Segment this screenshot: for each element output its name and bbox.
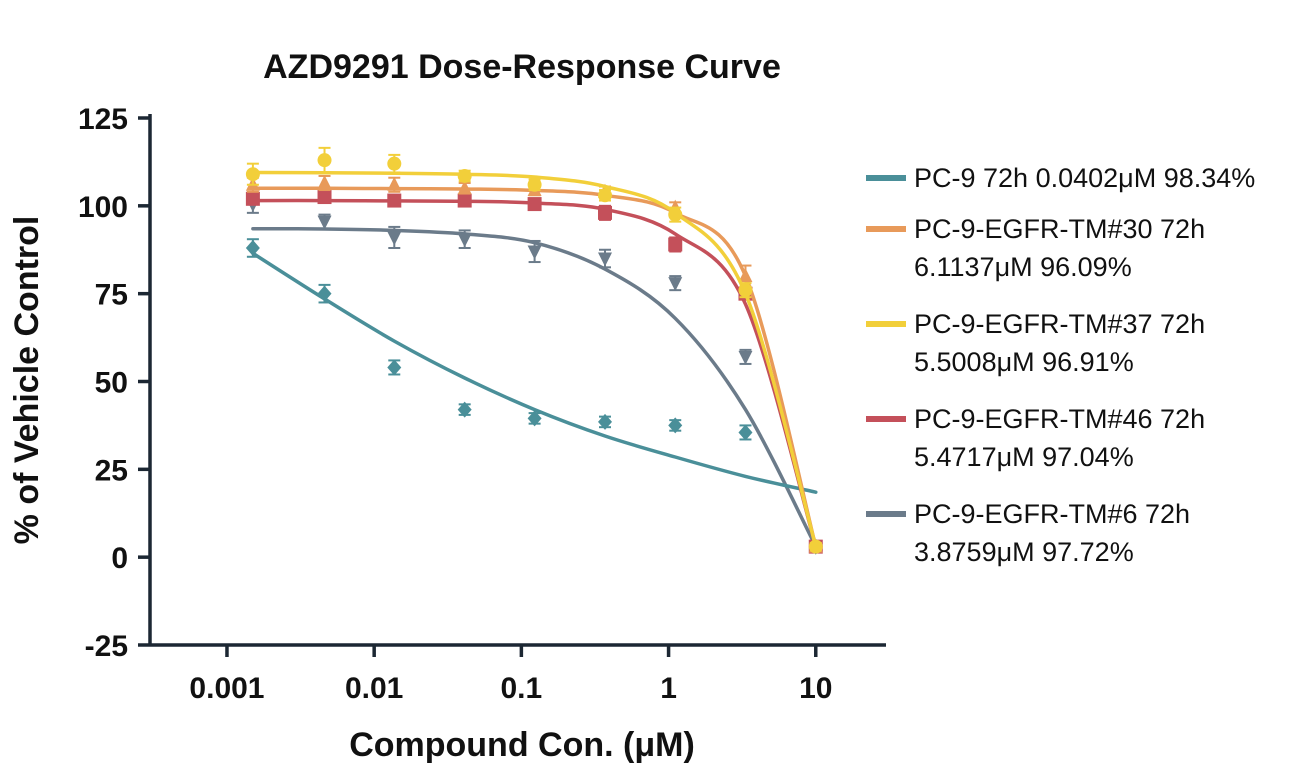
data-point-pc-9-egfr-tm-46 [598, 205, 613, 220]
data-point-pc-9-egfr-tm-30 [387, 176, 402, 191]
y-tick-label: 0 [111, 542, 128, 575]
data-point-pc-9-egfr-tm-30 [317, 174, 332, 189]
curve-pc-9-egfr-tm-6 [251, 226, 818, 549]
data-point-pc-9-egfr-tm-6 [668, 277, 683, 292]
data-point-pc-9-egfr-tm-37 [387, 156, 402, 171]
legend-label-pc-9-egfr-tm-37: 5.5008μM 96.91% [914, 347, 1134, 377]
data-point-pc-9 [245, 239, 260, 256]
data-point-pc-9-egfr-tm-37 [668, 207, 683, 222]
x-tick-label: 1 [660, 672, 677, 705]
curve-pc-9 [251, 251, 818, 494]
x-tick-label: 10 [799, 672, 832, 705]
data-point-pc-9-egfr-tm-46 [668, 237, 683, 252]
data-point-pc-9-egfr-tm-46 [457, 193, 472, 208]
legend-label-pc-9-egfr-tm-30: 6.1137μM 96.09% [914, 252, 1132, 282]
legend-label-pc-9-egfr-tm-6: 3.8759μM 97.72% [914, 537, 1134, 567]
data-point-pc-9-egfr-tm-46 [317, 190, 332, 205]
data-point-pc-9-egfr-tm-37 [457, 168, 472, 183]
data-point-pc-9 [387, 359, 402, 376]
y-axis-label: % of Vehicle Control [8, 216, 46, 545]
y-tick-label: 125 [78, 103, 128, 136]
data-point-pc-9 [598, 413, 613, 430]
data-point-pc-9 [317, 285, 332, 302]
plot-area: 125 100 75 50 25 0 -25 0.001 0.01 0.1 1 10 [78, 103, 886, 705]
x-tick-label: 0.001 [189, 672, 264, 705]
data-point-pc-9-egfr-tm-6 [738, 350, 753, 365]
legend-label-pc-9-egfr-tm-46: 5.4717μM 97.04% [914, 442, 1134, 472]
legend-label-pc-9-egfr-tm-30: PC-9-EGFR-TM#30 72h [914, 214, 1205, 244]
curve-pc-9-egfr-tm-30 [251, 186, 818, 549]
data-point-pc-9-egfr-tm-6 [598, 252, 613, 267]
data-point-pc-9-egfr-tm-6 [457, 233, 472, 248]
x-axis-label: Compound Con. (μM) [349, 726, 695, 764]
legend-label-pc-9: PC-9 72h 0.0402μM 98.34% [914, 163, 1255, 193]
data-point-pc-9 [457, 401, 472, 418]
y-tick-label: 50 [95, 367, 128, 400]
legend-label-pc-9-egfr-tm-46: PC-9-EGFR-TM#46 72h [914, 404, 1205, 434]
data-point-pc-9-egfr-tm-30 [738, 268, 753, 283]
data-point-pc-9-egfr-tm-37 [738, 283, 753, 298]
y-tick-label: 100 [78, 191, 128, 224]
data-point-pc-9 [527, 410, 542, 427]
data-point-pc-9-egfr-tm-37 [808, 539, 823, 554]
curve-pc-9-egfr-tm-37 [251, 170, 818, 549]
data-point-pc-9-egfr-tm-37 [527, 177, 542, 192]
data-point-pc-9-egfr-tm-37 [317, 153, 332, 168]
x-tick-label: 0.01 [345, 672, 403, 705]
data-point-pc-9 [668, 417, 683, 434]
data-point-pc-9-egfr-tm-37 [245, 167, 260, 182]
y-tick-label: -25 [85, 630, 128, 663]
data-point-pc-9-egfr-tm-30 [457, 180, 472, 195]
data-point-pc-9-egfr-tm-6 [317, 215, 332, 230]
y-tick-label: 25 [95, 454, 128, 487]
x-tick-label: 0.1 [501, 672, 543, 705]
chart-title: AZD9291 Dose-Response Curve [263, 48, 781, 86]
legend-label-pc-9-egfr-tm-37: PC-9-EGFR-TM#37 72h [914, 309, 1205, 339]
data-point-pc-9-egfr-tm-46 [387, 193, 402, 208]
data-point-pc-9-egfr-tm-46 [245, 191, 260, 206]
data-point-pc-9-egfr-tm-46 [527, 197, 542, 212]
data-point-pc-9 [738, 424, 753, 441]
data-point-pc-9-egfr-tm-6 [527, 245, 542, 260]
data-point-pc-9-egfr-tm-6 [387, 231, 402, 246]
y-tick-label: 75 [95, 279, 128, 312]
data-point-pc-9-egfr-tm-37 [598, 188, 613, 203]
legend: PC-9 72h 0.0402μM 98.34% PC-9-EGFR-TM#30 … [866, 163, 1255, 567]
legend-label-pc-9-egfr-tm-6: PC-9-EGFR-TM#6 72h [914, 499, 1190, 529]
curve-pc-9-egfr-tm-46 [251, 198, 818, 549]
